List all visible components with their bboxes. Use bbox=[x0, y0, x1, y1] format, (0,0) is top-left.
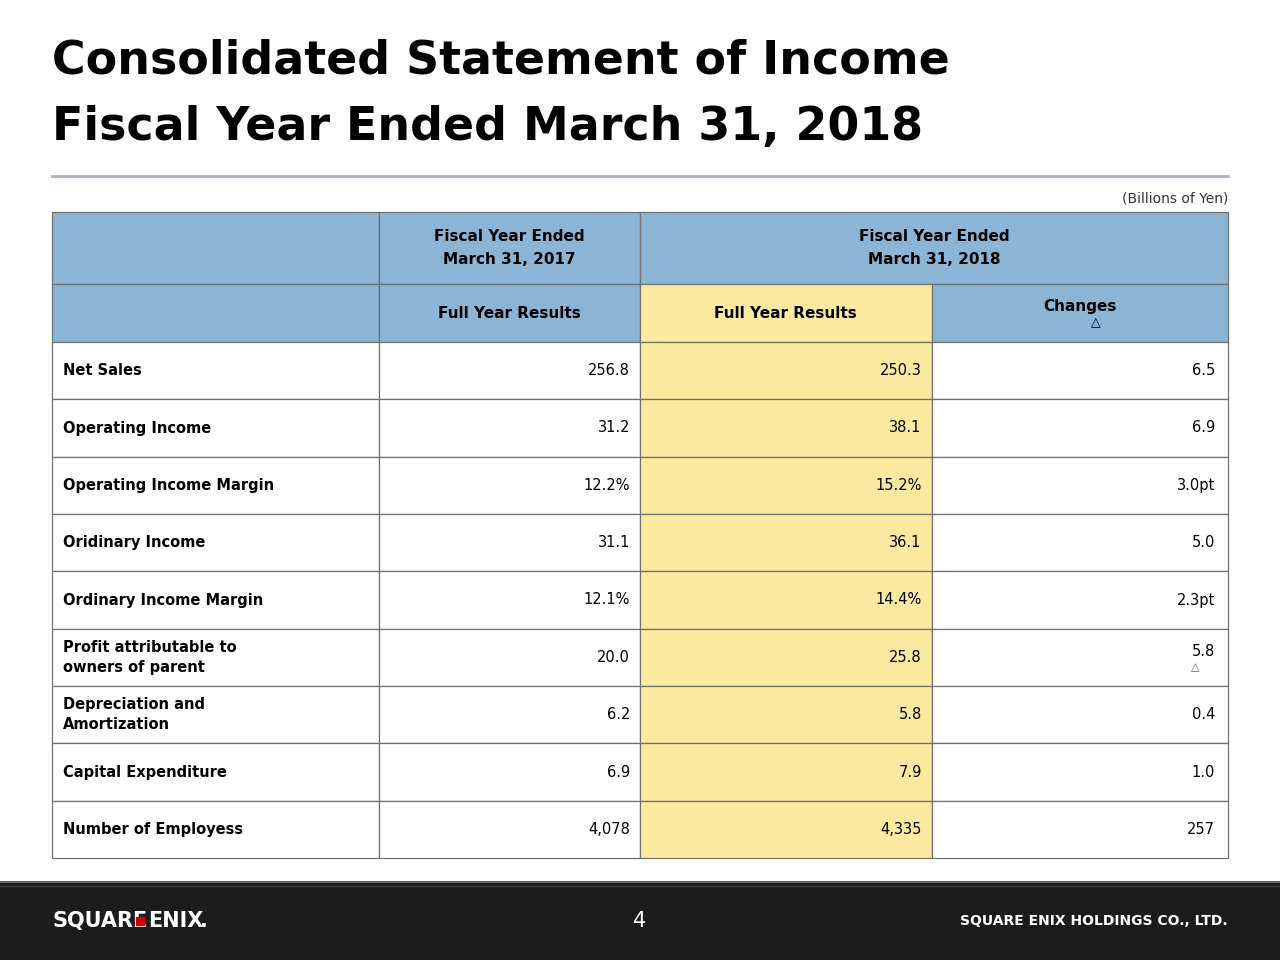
Text: △: △ bbox=[1190, 662, 1199, 672]
Bar bbox=[52, 342, 379, 399]
Bar bbox=[640, 342, 932, 399]
Text: Number of Employess: Number of Employess bbox=[63, 822, 243, 837]
Text: 7.9: 7.9 bbox=[899, 764, 922, 780]
Bar bbox=[379, 629, 640, 686]
Text: 12.2%: 12.2% bbox=[584, 478, 630, 492]
Bar bbox=[932, 284, 1228, 342]
Text: Consolidated Statement of Income: Consolidated Statement of Income bbox=[52, 38, 950, 83]
Text: △: △ bbox=[1091, 317, 1101, 329]
Bar bbox=[52, 399, 379, 457]
Text: 20.0: 20.0 bbox=[598, 650, 630, 665]
Text: Full Year Results: Full Year Results bbox=[714, 305, 858, 321]
Bar bbox=[52, 801, 379, 858]
Text: 6.9: 6.9 bbox=[1192, 420, 1215, 436]
Text: 31.1: 31.1 bbox=[598, 535, 630, 550]
Bar bbox=[379, 686, 640, 743]
Bar bbox=[932, 629, 1228, 686]
Text: 4: 4 bbox=[634, 911, 646, 931]
Bar bbox=[932, 686, 1228, 743]
Text: 4,335: 4,335 bbox=[881, 822, 922, 837]
Text: ENIX: ENIX bbox=[148, 911, 204, 931]
Text: 6.5: 6.5 bbox=[1192, 363, 1215, 378]
Text: Ordinary Income Margin: Ordinary Income Margin bbox=[63, 592, 264, 608]
Bar bbox=[640, 514, 932, 571]
Text: Net Sales: Net Sales bbox=[63, 363, 142, 378]
Bar bbox=[640, 457, 932, 514]
Text: 5.8: 5.8 bbox=[899, 708, 922, 722]
Text: 38.1: 38.1 bbox=[890, 420, 922, 436]
Bar bbox=[932, 514, 1228, 571]
Text: 2.3pt: 2.3pt bbox=[1176, 592, 1215, 608]
Bar bbox=[379, 571, 640, 629]
Text: 12.1%: 12.1% bbox=[584, 592, 630, 608]
Text: Fiscal Year Ended
March 31, 2017: Fiscal Year Ended March 31, 2017 bbox=[434, 229, 585, 267]
Bar bbox=[379, 801, 640, 858]
Bar bbox=[379, 212, 640, 284]
Text: 257: 257 bbox=[1187, 822, 1215, 837]
Text: 0.4: 0.4 bbox=[1192, 708, 1215, 722]
Text: Full Year Results: Full Year Results bbox=[438, 305, 581, 321]
Text: 1.0: 1.0 bbox=[1192, 764, 1215, 780]
Text: 3.0pt: 3.0pt bbox=[1176, 478, 1215, 492]
Bar bbox=[640, 629, 932, 686]
Bar bbox=[640, 571, 932, 629]
Bar bbox=[52, 571, 379, 629]
Text: Depreciation and
Amortization: Depreciation and Amortization bbox=[63, 697, 205, 732]
Text: .: . bbox=[200, 911, 207, 931]
Text: 250.3: 250.3 bbox=[879, 363, 922, 378]
Text: 15.2%: 15.2% bbox=[876, 478, 922, 492]
Bar bbox=[932, 801, 1228, 858]
Bar bbox=[640, 284, 932, 342]
Bar bbox=[52, 514, 379, 571]
Text: 4,078: 4,078 bbox=[588, 822, 630, 837]
Text: Fiscal Year Ended March 31, 2018: Fiscal Year Ended March 31, 2018 bbox=[52, 105, 923, 150]
Text: 25.8: 25.8 bbox=[890, 650, 922, 665]
Bar bbox=[640, 801, 932, 858]
Bar bbox=[379, 284, 640, 342]
Text: Capital Expenditure: Capital Expenditure bbox=[63, 764, 227, 780]
Bar bbox=[932, 399, 1228, 457]
Text: Oridinary Income: Oridinary Income bbox=[63, 535, 205, 550]
Bar bbox=[379, 399, 640, 457]
Bar bbox=[52, 284, 379, 342]
Text: Profit attributable to
owners of parent: Profit attributable to owners of parent bbox=[63, 640, 237, 675]
Bar bbox=[640, 743, 932, 801]
Text: Changes: Changes bbox=[1043, 299, 1116, 314]
Text: Operating Income Margin: Operating Income Margin bbox=[63, 478, 274, 492]
Bar bbox=[52, 629, 379, 686]
Text: 6.2: 6.2 bbox=[607, 708, 630, 722]
Bar bbox=[640, 212, 1228, 284]
Bar bbox=[379, 743, 640, 801]
Bar bbox=[379, 457, 640, 514]
Bar bbox=[932, 743, 1228, 801]
Bar bbox=[932, 457, 1228, 514]
Bar bbox=[52, 743, 379, 801]
Text: 5.8: 5.8 bbox=[1192, 644, 1215, 659]
Text: 256.8: 256.8 bbox=[588, 363, 630, 378]
Text: 36.1: 36.1 bbox=[890, 535, 922, 550]
Bar bbox=[640, 399, 932, 457]
Bar bbox=[0, 882, 1280, 960]
Text: Operating Income: Operating Income bbox=[63, 420, 211, 436]
Bar bbox=[932, 571, 1228, 629]
Bar bbox=[932, 342, 1228, 399]
Bar bbox=[640, 686, 932, 743]
Text: (Billions of Yen): (Billions of Yen) bbox=[1121, 192, 1228, 206]
Bar bbox=[52, 686, 379, 743]
Bar bbox=[52, 457, 379, 514]
Text: SQUARE ENIX HOLDINGS CO., LTD.: SQUARE ENIX HOLDINGS CO., LTD. bbox=[960, 914, 1228, 928]
Text: 14.4%: 14.4% bbox=[876, 592, 922, 608]
Bar bbox=[52, 212, 379, 284]
Text: Fiscal Year Ended
March 31, 2018: Fiscal Year Ended March 31, 2018 bbox=[859, 229, 1010, 267]
Text: 5.0: 5.0 bbox=[1192, 535, 1215, 550]
Bar bbox=[379, 342, 640, 399]
Text: SQUARE: SQUARE bbox=[52, 911, 147, 931]
Bar bbox=[379, 514, 640, 571]
Text: 6.9: 6.9 bbox=[607, 764, 630, 780]
Text: 31.2: 31.2 bbox=[598, 420, 630, 436]
